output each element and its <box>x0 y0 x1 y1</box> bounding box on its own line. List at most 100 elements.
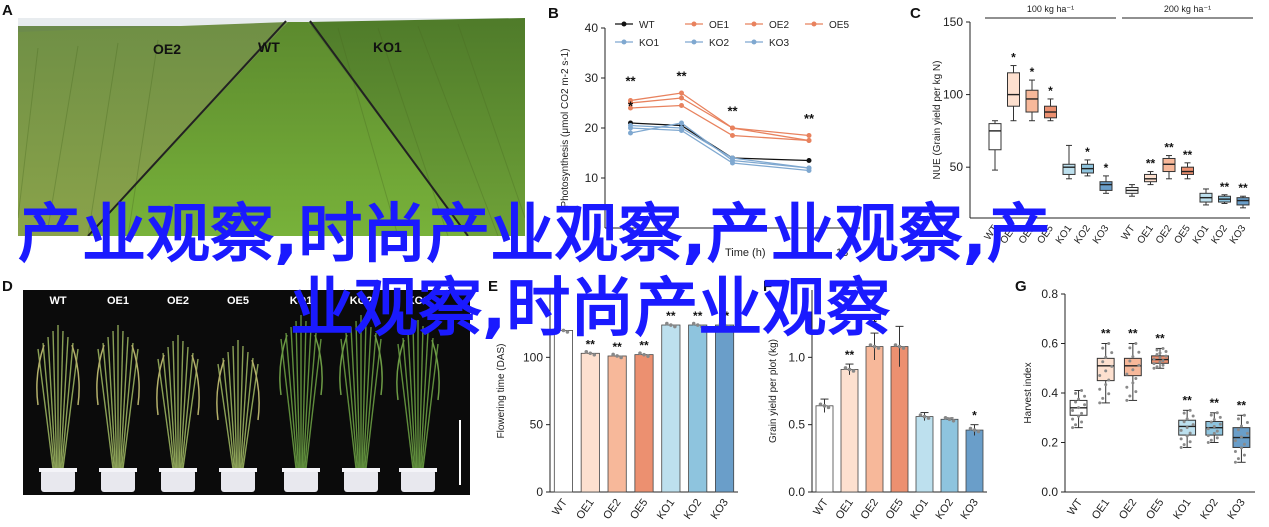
b-y-tick-label: 20 <box>585 121 599 135</box>
photo-d-label-oe5: OE5 <box>227 295 249 307</box>
panel-letter-d: D <box>2 278 13 295</box>
c-y-axis-label: NUE (Grain yield per kg N) <box>932 61 943 180</box>
e-significance: ** <box>693 309 703 323</box>
c-box-ko3 <box>1099 181 1113 191</box>
g-x-tick-label: KO3 <box>1225 497 1247 522</box>
c-y-tick-label: 100 <box>943 88 963 102</box>
e-bar-wt <box>553 330 573 493</box>
b-legend-label-oe1: OE1 <box>709 20 729 31</box>
photo-a-label-wt: WT <box>258 39 280 55</box>
e-y-axis-label: Flowering time (DAS) <box>496 343 507 438</box>
b-significance: ** <box>625 74 636 89</box>
f-x-tick-label: KO1 <box>909 497 931 522</box>
c-significance: * <box>1104 161 1109 175</box>
c-significance: * <box>1048 84 1053 98</box>
b-series-line-ko1 <box>630 122 810 169</box>
c-box-oe2 <box>1162 157 1176 173</box>
e-bar-oe5 <box>634 354 654 493</box>
b-x-tick-label: 18 <box>836 247 848 259</box>
b-x-tick-label: Time (h) <box>725 247 766 259</box>
b-significance: ** <box>804 111 815 126</box>
e-x-tick-label: OE2 <box>601 497 623 522</box>
b-point-ko1 <box>628 130 633 136</box>
e-y-tick-label: 0 <box>536 485 543 499</box>
c-box-oe5 <box>1181 166 1194 175</box>
g-significance: ** <box>1155 331 1165 345</box>
c-x-tick-label: KO1 <box>1054 223 1075 246</box>
e-x-tick-label: KO3 <box>709 497 731 522</box>
plants-photo: WT OE1 OE2 OE5 KO1 KO2 KO3 <box>23 290 470 495</box>
b-point-oe5 <box>806 138 812 143</box>
f-x-tick-label: WT <box>811 497 831 518</box>
b-y-tick-label: 40 <box>585 21 599 35</box>
g-y-tick-label: 0.2 <box>1041 436 1058 450</box>
plant-oe1 <box>96 325 140 492</box>
plant-oe5 <box>216 340 260 492</box>
c-significance: ** <box>1220 180 1230 194</box>
c-significance: ** <box>1238 181 1248 195</box>
nue-box-chart: 50 100 150 NUE (Grain yield per kg N) 100 kg… <box>932 4 1253 246</box>
b-point-ko3 <box>628 123 633 128</box>
b-point-oe1 <box>806 133 812 138</box>
f-bar-ko3 <box>965 429 984 493</box>
e-x-tick-label: KO1 <box>655 497 677 522</box>
photo-d-label-oe1: OE1 <box>107 295 129 307</box>
e-x-tick-label: OE5 <box>628 497 650 522</box>
c-significance: ** <box>1146 157 1156 171</box>
photo-d-label-ko1: KO1 <box>290 295 313 307</box>
panel-letter-a: A <box>2 2 13 19</box>
c-x-tick-label: KO2 <box>1072 223 1093 246</box>
b-series-line-oe1 <box>630 92 810 137</box>
b-y-tick-label: 10 <box>585 171 599 185</box>
f-x-tick-label: OE1 <box>834 497 856 522</box>
b-legend-label-oe5: OE5 <box>829 20 849 31</box>
c-box-wt <box>988 123 1002 151</box>
e-significance: ** <box>666 309 676 323</box>
g-significance: ** <box>1101 327 1111 341</box>
e-significance: ** <box>612 340 622 354</box>
c-x-tick-label: OE1 <box>1135 223 1156 246</box>
c-box-oe1 <box>1007 72 1020 107</box>
b-y-axis-label: Photosynthesis (μmol CO2 m-2 s-1) <box>560 48 571 207</box>
b-series-line-oe2 <box>630 104 810 142</box>
g-significance: ** <box>1210 396 1220 410</box>
b-point-oe5 <box>628 100 633 106</box>
panel-letter-c: C <box>910 5 921 22</box>
b-legend-label-oe2: OE2 <box>769 20 789 31</box>
f-y-axis-label: Grain yield per plot (kg) <box>768 339 779 443</box>
c-box-oe2 <box>1025 89 1039 113</box>
c-group-label: 200 kg ha⁻¹ <box>1164 4 1211 14</box>
g-x-tick-label: OE1 <box>1090 497 1112 522</box>
b-significance: * <box>628 99 634 114</box>
e-x-tick-label: WT <box>550 497 570 518</box>
b-point-ko3 <box>806 165 812 171</box>
c-y-tick-label: 150 <box>943 15 963 29</box>
b-point-ko3 <box>730 155 735 161</box>
e-bar-ko3 <box>715 324 735 493</box>
f-significance: ** <box>845 348 855 362</box>
g-box-oe2 <box>1123 357 1142 377</box>
b-legend-label-ko1: KO1 <box>639 38 659 49</box>
f-bar-oe2 <box>865 346 884 493</box>
b-point-oe2 <box>628 105 633 111</box>
photo-d-label-oe2: OE2 <box>167 295 189 307</box>
g-y-tick-label: 0.0 <box>1041 485 1058 499</box>
f-bar-wt <box>815 405 834 493</box>
g-y-tick-label: 0.8 <box>1041 287 1058 301</box>
c-x-tick-label: KO3 <box>1091 223 1112 246</box>
c-x-tick-label: KO1 <box>1191 223 1212 246</box>
e-significance: ** <box>720 309 730 323</box>
b-legend-label-wt: WT <box>639 20 655 31</box>
b-significance: ** <box>676 69 687 84</box>
e-bar-ko1 <box>661 324 681 493</box>
g-significance: ** <box>1128 327 1138 341</box>
overlay-text-line2: 业观察,时尚产业观察 <box>290 272 891 346</box>
f-y-tick-label: 0.0 <box>788 485 805 499</box>
b-series-line-oe5 <box>630 97 810 142</box>
g-x-tick-label: WT <box>1065 497 1085 518</box>
b-point-oe5 <box>730 125 735 131</box>
panel-letter-e: E <box>488 278 499 295</box>
photo-d-label-ko3: KO3 <box>407 295 430 307</box>
f-x-tick-label: KO3 <box>959 497 981 522</box>
b-series-line-ko3 <box>630 124 810 169</box>
